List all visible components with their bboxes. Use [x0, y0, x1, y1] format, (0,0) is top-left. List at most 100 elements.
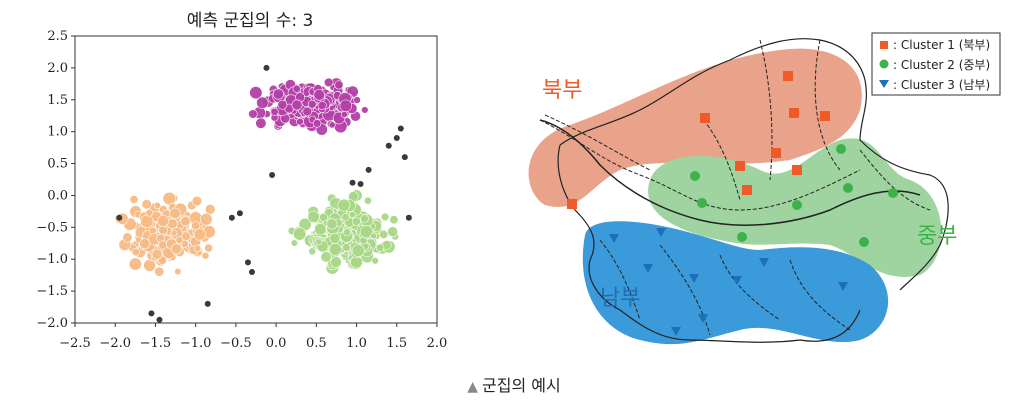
map-marker-cluster-2 [690, 171, 700, 181]
scatter-point-cluster-3 [351, 244, 365, 258]
scatter-point-cluster-1 [248, 109, 258, 119]
plot-frame [74, 35, 438, 324]
scatter-point-outlier [401, 154, 408, 161]
scatter-point-cluster-3 [376, 243, 385, 252]
map-marker-cluster-3 [732, 276, 742, 285]
scatter-point-cluster-2 [145, 208, 154, 217]
scatter-point-cluster-3 [293, 227, 307, 241]
scatter-point-cluster-1 [256, 96, 269, 109]
x-tick-label: −2.0 [99, 336, 131, 351]
scatter-point-cluster-3 [343, 228, 351, 237]
scatter-point-cluster-3 [341, 213, 350, 222]
scatter-point-cluster-1 [334, 80, 344, 90]
map-marker-cluster-3 [759, 258, 769, 267]
figure-caption: ▲ 군집의 예시 [0, 372, 1028, 396]
x-tick-label: 1.5 [386, 336, 407, 351]
scatter-point-cluster-1 [272, 88, 284, 100]
scatter-point-cluster-2 [201, 251, 210, 260]
scatter-point-cluster-2 [131, 247, 140, 257]
scatter-point-cluster-2 [174, 267, 182, 276]
scatter-point-cluster-2 [154, 266, 165, 277]
scatter-point-cluster-2 [170, 229, 178, 237]
x-tick-label: 0.5 [306, 336, 327, 351]
x-tick-label: 0.0 [266, 336, 287, 351]
scatter-point-cluster-2 [129, 195, 139, 204]
scatter-point-cluster-3 [348, 211, 356, 219]
scatter-point-cluster-3 [364, 196, 372, 205]
map-marker-cluster-1 [735, 161, 745, 171]
cluster-map: 북부 중부 남부 : Cluster 1 (북부) : Cluster 2 (중… [528, 32, 1001, 345]
scatter-point-cluster-2 [204, 243, 213, 253]
scatter-point-outlier [397, 125, 404, 132]
legend-label-cluster-2: : Cluster 2 (중부) [893, 58, 990, 72]
scatter-point-cluster-3 [320, 251, 332, 263]
scatter-point-cluster-3 [315, 238, 323, 246]
x-tick-label: −1.0 [180, 336, 212, 351]
scatter-point-cluster-1 [353, 96, 361, 104]
scatter-point-cluster-3 [307, 210, 320, 223]
map-legend: : Cluster 1 (북부) : Cluster 2 (중부) : Clus… [871, 32, 1001, 96]
map-marker-cluster-3 [609, 234, 619, 243]
scatter-point-cluster-1 [291, 99, 303, 111]
scatter-point-outlier [204, 300, 211, 307]
scatter-point-cluster-3 [329, 232, 341, 244]
scatter-point-cluster-1 [296, 117, 304, 126]
map-marker-cluster-2 [792, 200, 802, 210]
caption-text: 군집의 예시 [482, 376, 561, 395]
scatter-point-cluster-1 [292, 84, 301, 93]
scatter-point-outlier [228, 214, 235, 221]
scatter-point-outlier [269, 172, 276, 179]
y-tick-label: −2.0 [36, 316, 68, 331]
scatter-point-cluster-3 [389, 215, 399, 225]
y-tick-label: 2.0 [47, 61, 68, 76]
map-marker-cluster-1 [742, 185, 752, 195]
map-marker-cluster-1 [771, 148, 781, 158]
scatter-point-cluster-3 [314, 223, 327, 236]
scatter-point-cluster-2 [180, 239, 189, 248]
map-outline [539, 38, 949, 343]
map-marker-cluster-1 [792, 165, 802, 175]
scatter-point-cluster-3 [359, 225, 374, 239]
y-tick-label: −0.5 [36, 220, 68, 235]
scatter-point-cluster-2 [122, 232, 133, 243]
x-tick-label: −0.5 [220, 336, 252, 351]
district-boundaries [539, 39, 931, 336]
legend-label-cluster-1: : Cluster 1 (북부) [893, 38, 990, 52]
region-label-central: 중부 [917, 224, 957, 249]
scatter-point-cluster-2 [199, 212, 213, 226]
scatter-point-cluster-2 [193, 228, 206, 241]
scatter-point-cluster-3 [360, 214, 369, 223]
scatter-point-cluster-2 [128, 257, 142, 271]
scatter-point-cluster-3 [370, 232, 377, 240]
map-marker-cluster-2 [697, 198, 707, 208]
region-south-band [582, 221, 889, 345]
x-tick-label: −1.5 [140, 336, 172, 351]
map-marker-cluster-3 [671, 327, 681, 336]
scatter-point-cluster-3 [342, 243, 351, 252]
scatter-point-cluster-2 [170, 243, 182, 255]
map-marker-cluster-3 [656, 228, 666, 237]
scatter-point-outlier [349, 179, 356, 186]
scatter-point-cluster-2 [191, 221, 201, 231]
scatter-point-outlier [244, 259, 251, 266]
scatter-point-outlier [156, 316, 163, 323]
scatter-title: 예측 군집의 수: 3 [186, 11, 314, 31]
x-tick-label: −2.5 [59, 336, 91, 351]
scatter-point-cluster-3 [330, 256, 342, 268]
map-marker-cluster-2 [888, 188, 898, 198]
map-marker-cluster-2 [859, 237, 869, 247]
y-tick-label: 1.5 [47, 93, 68, 108]
map-marker-cluster-1 [820, 111, 830, 121]
scatter-point-cluster-1 [323, 77, 334, 88]
legend-triangle-icon [879, 80, 889, 88]
x-tick-label: 2.0 [427, 336, 448, 351]
scatter-point-cluster-2 [169, 207, 181, 220]
map-marker-cluster-2 [737, 232, 747, 242]
scatter-point-cluster-1 [339, 99, 353, 112]
scatter-point-outlier [357, 180, 364, 187]
map-marker-cluster-1 [789, 108, 799, 118]
map-marker-cluster-3 [838, 282, 848, 291]
scatter-point-cluster-1 [313, 89, 326, 101]
y-tick-label: 0.0 [47, 188, 68, 203]
scatter-point-cluster-3 [380, 212, 390, 222]
